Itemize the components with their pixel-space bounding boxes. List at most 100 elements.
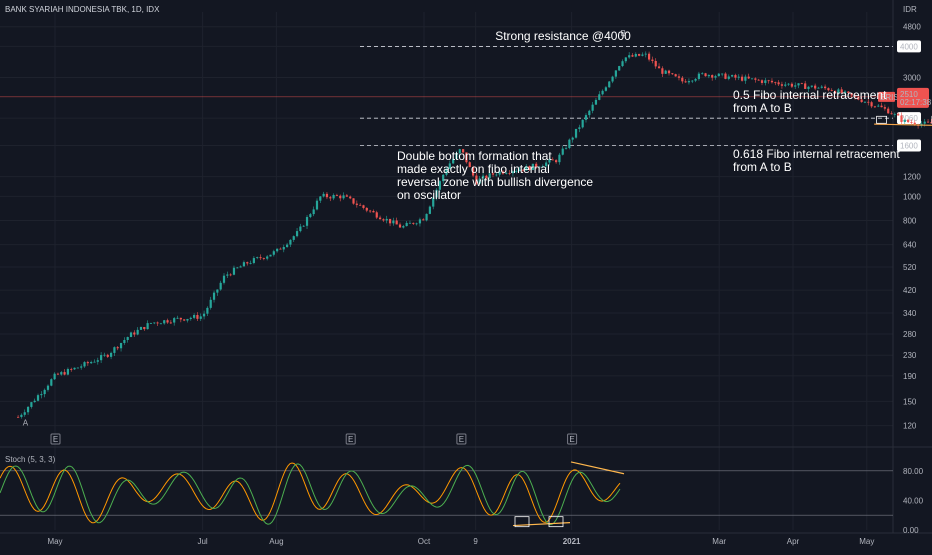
- candle-body: [402, 226, 404, 227]
- candle-body: [648, 54, 650, 60]
- candle-body: [366, 208, 368, 211]
- y-tick-label: 420: [903, 286, 917, 295]
- oscillator-tick-label: 40.00: [903, 496, 924, 505]
- candle-body: [223, 276, 225, 283]
- candle-body: [243, 262, 245, 266]
- candle-body: [588, 111, 590, 115]
- y-tick-label: 800: [903, 216, 917, 225]
- x-tick-label: May: [47, 537, 62, 546]
- candle-body: [565, 148, 567, 149]
- candle-body: [721, 74, 723, 75]
- candle-body: [30, 402, 32, 407]
- candle-body: [877, 106, 879, 107]
- candle-body: [658, 66, 660, 68]
- candle-body: [744, 77, 746, 81]
- candle-body: [562, 149, 564, 155]
- candle-body: [386, 219, 388, 221]
- candle-body: [768, 80, 770, 81]
- candle-body: [17, 417, 19, 418]
- candle-body: [319, 196, 321, 200]
- candle-body: [130, 332, 132, 337]
- fib-05-annotation-line: from A to B: [733, 101, 792, 115]
- candle-body: [748, 77, 750, 79]
- candle-body: [24, 412, 26, 415]
- candle-body: [309, 214, 311, 217]
- candle-body: [665, 71, 667, 74]
- x-tick-label: May: [859, 537, 874, 546]
- earnings-marker-label: E: [569, 435, 574, 444]
- candle-body: [253, 258, 255, 263]
- oscillator-title: Stoch (5, 3, 3): [5, 455, 56, 464]
- candle-body: [113, 347, 115, 353]
- fib-level-label: 1600: [900, 142, 918, 151]
- y-tick-label: 1000: [903, 192, 921, 201]
- candle-body: [156, 322, 158, 323]
- y-tick-label: 640: [903, 241, 917, 250]
- candle-body: [103, 355, 105, 356]
- candle-body: [107, 355, 109, 357]
- candle-body: [688, 81, 690, 82]
- candle-body: [791, 84, 793, 87]
- candle-body: [34, 401, 36, 402]
- candle-body: [57, 374, 59, 375]
- candle-body: [332, 195, 334, 198]
- candle-body: [73, 368, 75, 370]
- candle-body: [651, 60, 653, 61]
- candle-body: [299, 226, 301, 231]
- candle-body: [147, 323, 149, 329]
- oscillator-tick-label: 0.00: [903, 526, 919, 535]
- candle-body: [193, 315, 195, 318]
- candle-body: [641, 55, 643, 56]
- candle-body: [691, 81, 693, 82]
- candle-body: [558, 155, 560, 162]
- candle-body: [276, 249, 278, 251]
- x-tick-label: 9: [473, 537, 478, 546]
- candle-body: [240, 266, 242, 267]
- candle-body: [910, 122, 912, 123]
- candle-body: [615, 70, 617, 76]
- candle-body: [286, 245, 288, 247]
- candle-body: [40, 394, 42, 395]
- candle-body: [425, 214, 427, 220]
- pivot-label-a: A: [23, 419, 29, 428]
- candle-body: [323, 194, 325, 197]
- earnings-marker-label: E: [53, 435, 58, 444]
- candle-body: [379, 218, 381, 220]
- candle-body: [256, 257, 258, 258]
- candle-body: [210, 300, 212, 308]
- candle-body: [751, 78, 753, 79]
- candle-body: [635, 54, 637, 57]
- candle-body: [694, 79, 696, 81]
- candle-body: [283, 247, 285, 249]
- candle-body: [216, 290, 218, 293]
- candle-body: [907, 120, 909, 122]
- candle-body: [133, 332, 135, 334]
- candle-body: [180, 318, 182, 320]
- candle-body: [339, 196, 341, 199]
- candle-body: [226, 274, 228, 275]
- candle-body: [27, 407, 29, 412]
- candle-body: [668, 71, 670, 74]
- candle-body: [200, 316, 202, 318]
- candle-body: [592, 105, 594, 111]
- fib-0618-annotation-line: from A to B: [733, 160, 792, 174]
- candle-body: [927, 122, 929, 123]
- candle-body: [625, 57, 627, 61]
- x-tick-label: Jul: [197, 537, 207, 546]
- candle-body: [429, 207, 431, 214]
- currency-label: IDR: [903, 5, 917, 14]
- double-bottom-annotation-line: made exactly on fibo internal: [397, 162, 550, 176]
- candle-body: [396, 221, 398, 225]
- candle-body: [675, 74, 677, 76]
- y-tick-label: 120: [903, 422, 917, 431]
- candle-body: [97, 360, 99, 362]
- candle-body: [110, 353, 112, 357]
- candle-body: [213, 293, 215, 300]
- fib-level-label: 4000: [900, 42, 918, 51]
- candle-body: [724, 74, 726, 79]
- candle-body: [595, 100, 597, 105]
- candle-body: [359, 205, 361, 206]
- candle-body: [734, 75, 736, 78]
